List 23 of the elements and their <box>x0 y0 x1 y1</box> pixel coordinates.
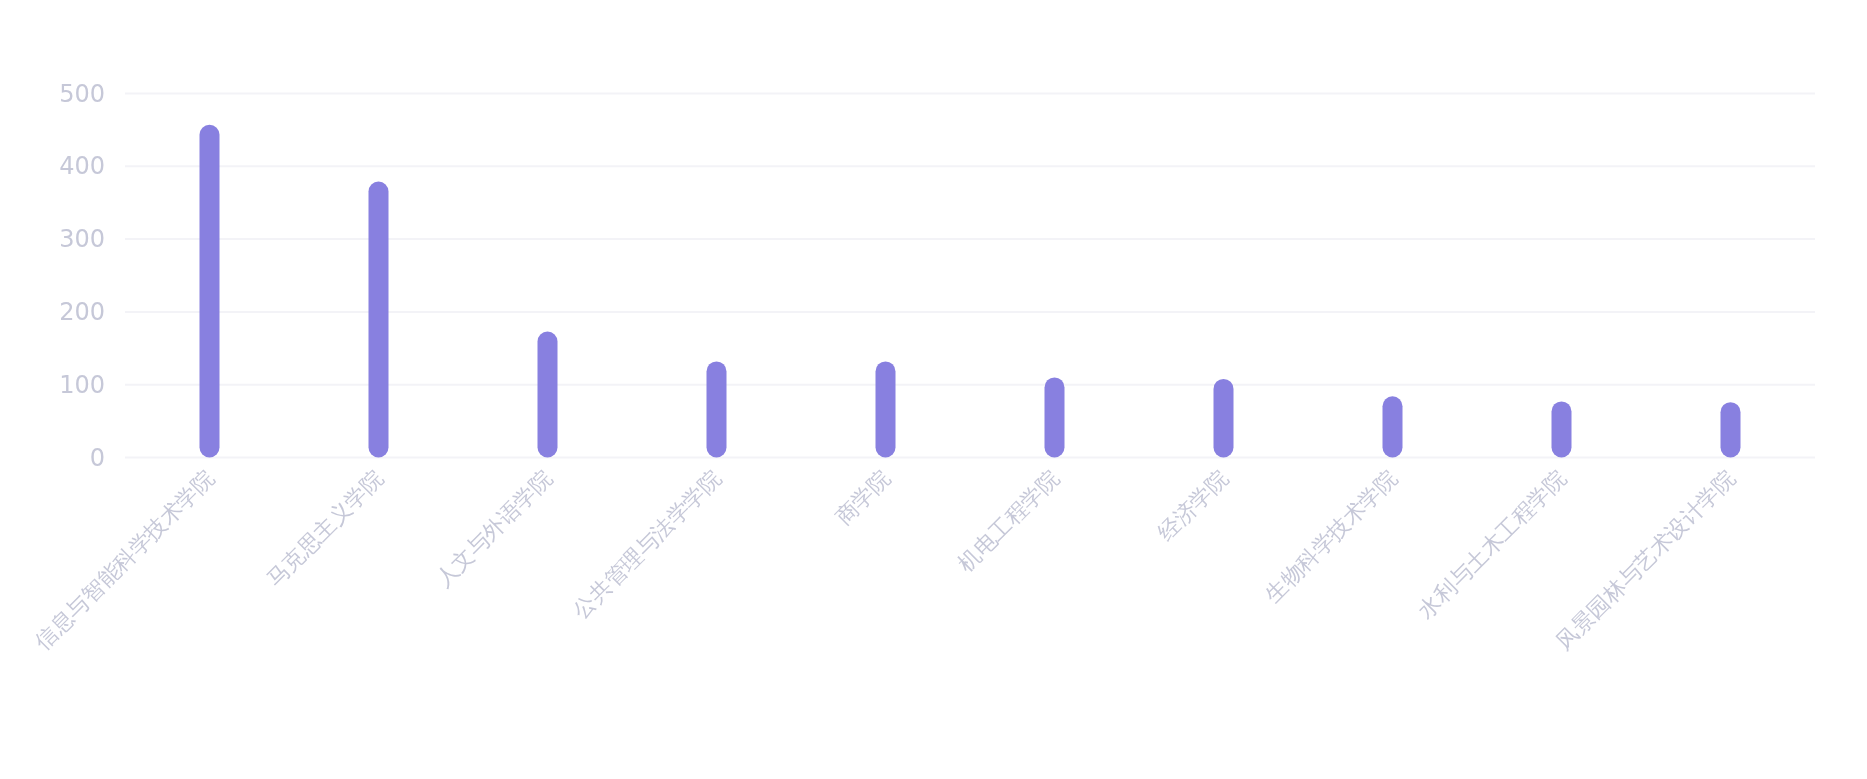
x-tick-label: 马克思主义学院 <box>261 465 389 592</box>
x-tick-label: 经济学院 <box>1153 465 1234 546</box>
bar <box>537 331 558 458</box>
y-tick-label: 500 <box>59 79 105 108</box>
bar <box>1382 396 1403 458</box>
bar <box>199 124 220 458</box>
x-tick-label: 商学院 <box>830 465 896 530</box>
x-tick-label: 机电工程学院 <box>953 465 1065 577</box>
y-tick-label: 300 <box>59 225 105 254</box>
bar <box>368 181 389 458</box>
bar <box>1044 377 1065 458</box>
y-tick-label: 400 <box>59 152 105 181</box>
bar <box>875 361 896 458</box>
x-tick-label: 人文与外语学院 <box>430 465 558 592</box>
bar <box>1720 402 1741 458</box>
x-tick-label: 公共管理与法学学院 <box>568 465 727 624</box>
bar <box>706 361 727 458</box>
bar <box>1551 401 1572 458</box>
y-tick-label: 200 <box>59 297 105 326</box>
bar <box>1213 378 1234 458</box>
x-tick-label: 水利与土木工程学院 <box>1413 465 1572 624</box>
y-tick-label: 100 <box>59 370 105 399</box>
x-tick-label: 生物科学技术学院 <box>1259 465 1403 608</box>
